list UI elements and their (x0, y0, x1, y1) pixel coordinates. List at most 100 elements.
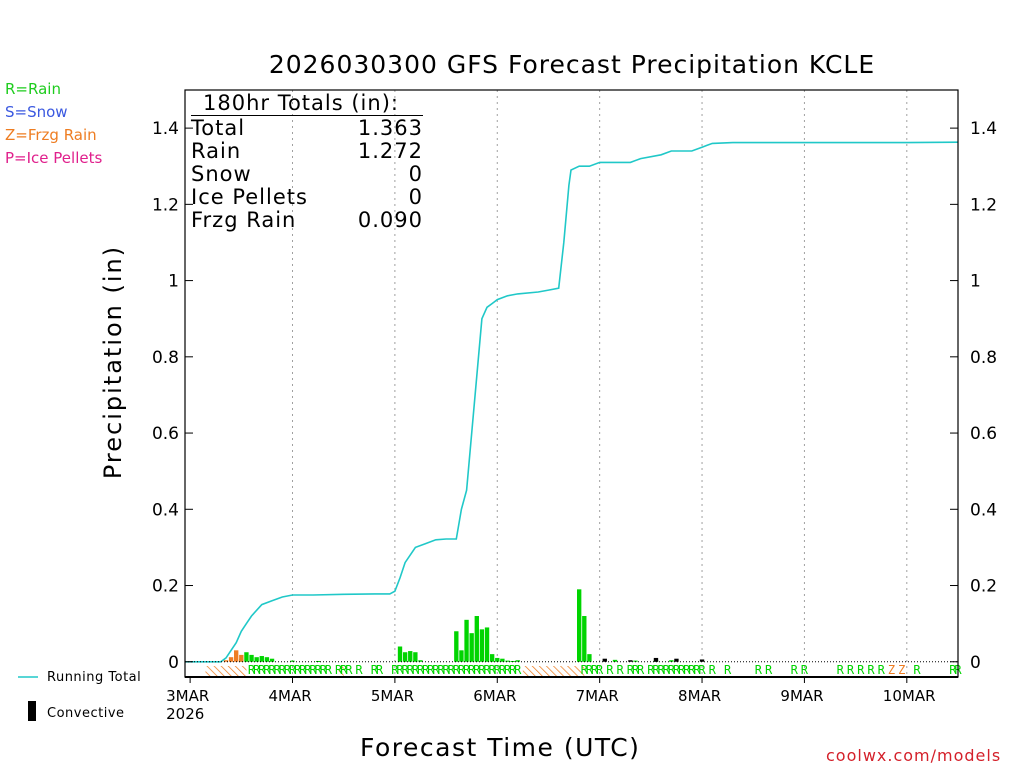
y-tick-label-right: 0.6 (970, 424, 997, 444)
rain-mark: R (340, 663, 348, 677)
rain-mark: R (504, 663, 512, 677)
convective-legend-label: Convective (47, 706, 125, 721)
y-tick-label-right: 0.2 (970, 577, 997, 597)
rain-mark: R (325, 663, 333, 677)
rain-mark: R (913, 663, 921, 677)
y-tick-label-left: 0 (168, 653, 179, 673)
rain-mark: R (248, 663, 256, 677)
bar-rain (479, 629, 485, 662)
y-tick-label-left: 0.2 (152, 577, 179, 597)
rain-mark: R (514, 663, 522, 677)
rain-mark: R (396, 663, 404, 677)
rain-mark: R (673, 663, 681, 677)
rain-mark: R (878, 663, 886, 677)
rain-mark: R (437, 663, 445, 677)
totals-label: Rain (191, 139, 242, 163)
rain-mark: R (652, 663, 660, 677)
rain-mark: R (581, 663, 589, 677)
rain-mark: R (432, 663, 440, 677)
totals-value: 0 (408, 162, 423, 186)
rain-mark: R (355, 663, 363, 677)
y-tick-label-right: 1 (970, 272, 981, 292)
totals-header: 180hr Totals (in): (191, 92, 423, 116)
rain-mark: R (678, 663, 686, 677)
rain-mark: R (606, 663, 614, 677)
rain-mark: R (698, 663, 706, 677)
totals-row-rain: Rain 1.272 (191, 140, 423, 163)
rain-mark: R (407, 663, 415, 677)
rain-mark: R (442, 663, 450, 677)
totals-label: Frzg Rain (191, 208, 297, 232)
bar-rain (459, 650, 464, 662)
rain-mark: R (263, 663, 271, 677)
y-tick-label-left: 1 (168, 272, 179, 292)
bar-convective (674, 658, 679, 662)
rain-mark: R (391, 663, 399, 677)
rain-mark: R (693, 663, 701, 677)
rain-mark: R (509, 663, 517, 677)
bar-rain (290, 660, 295, 662)
rain-mark: R (647, 663, 655, 677)
rain-mark: R (755, 663, 763, 677)
legend-rain: R=Rain (5, 80, 61, 98)
bar-rain (495, 657, 500, 662)
axis-layer: 0 00.2 0.20.4 0.40.6 0.60.8 0.81 11.2 1.21.4 1.4… (152, 89, 997, 723)
bar-rain (505, 660, 510, 662)
source-credit[interactable]: coolwx.com/models (826, 746, 1002, 765)
x-tick-label: 3MAR (166, 687, 209, 705)
y-tick-label-left: 1.2 (152, 195, 179, 215)
bar-rain (402, 652, 408, 662)
y-tick-label-right: 1.4 (970, 119, 997, 139)
bar-frzg-rain (239, 654, 244, 662)
bar-rain (500, 658, 505, 662)
rain-mark: R (499, 663, 507, 677)
running-total-legend-label: Running Total (47, 670, 142, 685)
rain-mark: R (857, 663, 865, 677)
bar-rain (315, 660, 321, 662)
rain-mark: R (489, 663, 497, 677)
x-tick-label: 8MAR (678, 687, 721, 705)
rain-mark: R (801, 663, 809, 677)
rain-mark: R (453, 663, 461, 677)
bar-rain (587, 654, 592, 662)
totals-label: Total (191, 116, 246, 140)
y-tick-label-left: 0.8 (152, 348, 179, 368)
bar-rain (264, 657, 270, 662)
rain-mark: R (483, 663, 491, 677)
x-tick-label: 6MAR (473, 687, 516, 705)
rain-mark: R (867, 663, 875, 677)
x-tick-label: 5MAR (371, 687, 414, 705)
rain-mark: R (683, 663, 691, 677)
bar-rain (464, 619, 469, 662)
totals-row-frzg-rain: Frzg Rain 0.090 (191, 209, 423, 232)
bar-frzg-rain (223, 660, 229, 662)
rain-mark: R (320, 663, 328, 677)
line-layer (185, 141, 959, 663)
rain-mark: R (663, 663, 671, 677)
y-tick-label-right: 1.2 (970, 195, 997, 215)
bar-rain (489, 654, 495, 662)
rain-mark: R (837, 663, 845, 677)
rain-mark: R (586, 663, 594, 677)
bar-rain (469, 633, 474, 662)
rain-mark: R (478, 663, 486, 677)
bar-rain (612, 659, 618, 662)
bar-rain (244, 652, 249, 662)
bar-rain (259, 656, 264, 662)
bar-rain (454, 631, 459, 662)
bar-rain (669, 660, 674, 662)
bar-convective (699, 659, 705, 662)
totals-value: 0 (408, 185, 423, 209)
rain-mark: R (724, 663, 732, 677)
rain-mark: R (463, 663, 471, 677)
chart-title: 2026030300 GFS Forecast Precipitation KC… (268, 50, 876, 79)
freezing-mark: Z (888, 663, 895, 677)
totals-box: 180hr Totals (in): Total 1.363 Rain 1.27… (191, 92, 423, 232)
rain-mark: R (617, 663, 625, 677)
bar-rain (577, 589, 582, 662)
rain-mark: R (422, 663, 430, 677)
rain-mark: R (657, 663, 665, 677)
bar-rain (515, 660, 520, 662)
rain-mark: R (417, 663, 425, 677)
rain-mark: R (473, 663, 481, 677)
